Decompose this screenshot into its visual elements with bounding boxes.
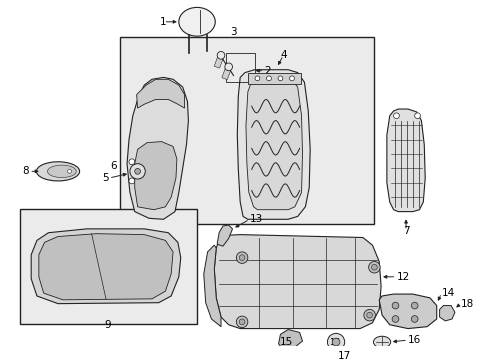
Bar [20,209,197,324]
Circle shape [217,51,224,59]
Text: 12: 12 [396,272,409,282]
Circle shape [129,178,135,184]
Circle shape [410,302,417,309]
Circle shape [410,316,417,322]
Polygon shape [214,235,380,329]
Circle shape [266,76,271,81]
Ellipse shape [179,8,215,36]
Polygon shape [203,245,221,327]
Circle shape [255,76,259,81]
Text: 8: 8 [22,166,29,176]
Circle shape [224,63,232,71]
Text: 4: 4 [280,50,286,60]
Text: 1: 1 [160,17,166,27]
Ellipse shape [373,336,390,348]
Text: 16: 16 [407,335,420,345]
Circle shape [331,338,339,346]
Bar [225,53,254,82]
Text: 7: 7 [402,226,408,236]
Polygon shape [378,294,436,329]
Circle shape [67,170,71,173]
Bar [222,67,231,80]
Circle shape [135,168,140,174]
Circle shape [368,261,379,273]
Polygon shape [39,234,173,300]
Polygon shape [217,225,232,246]
Circle shape [278,76,282,81]
Circle shape [363,309,375,321]
Text: 17: 17 [337,351,350,360]
Text: 10: 10 [50,243,62,253]
Circle shape [391,302,398,309]
Polygon shape [386,109,425,212]
Text: 5: 5 [102,173,109,183]
Circle shape [327,333,344,351]
Bar [247,73,300,84]
Circle shape [414,113,420,118]
Polygon shape [127,77,188,219]
Text: 13: 13 [249,214,263,224]
Polygon shape [278,329,302,350]
Circle shape [236,252,247,264]
Ellipse shape [37,162,80,181]
Polygon shape [31,229,181,303]
Text: 18: 18 [460,299,473,309]
Text: 6: 6 [110,161,117,171]
Circle shape [239,319,244,325]
Text: 17: 17 [328,338,339,347]
Circle shape [391,316,398,322]
Circle shape [289,76,294,81]
Bar [120,37,374,224]
Text: 9: 9 [104,320,111,330]
Circle shape [239,255,244,261]
Circle shape [371,264,377,270]
Text: 14: 14 [441,288,454,298]
Polygon shape [136,79,184,108]
Circle shape [366,312,372,318]
Polygon shape [245,78,302,210]
Text: 11: 11 [113,237,126,247]
Bar [214,55,223,68]
Circle shape [236,316,247,328]
Text: 3: 3 [230,27,236,37]
Text: 2: 2 [264,66,270,76]
Circle shape [130,164,145,179]
Polygon shape [135,141,177,210]
Circle shape [129,159,135,165]
Text: 15: 15 [279,337,292,347]
Circle shape [393,113,399,118]
Polygon shape [439,306,454,321]
Polygon shape [237,70,309,219]
Ellipse shape [47,165,76,177]
